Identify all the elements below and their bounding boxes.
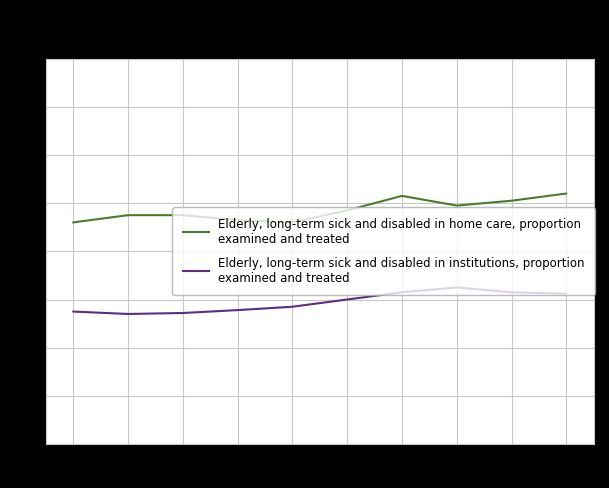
Legend: Elderly, long-term sick and disabled in home care, proportion
examined and treat: Elderly, long-term sick and disabled in …: [172, 207, 596, 295]
